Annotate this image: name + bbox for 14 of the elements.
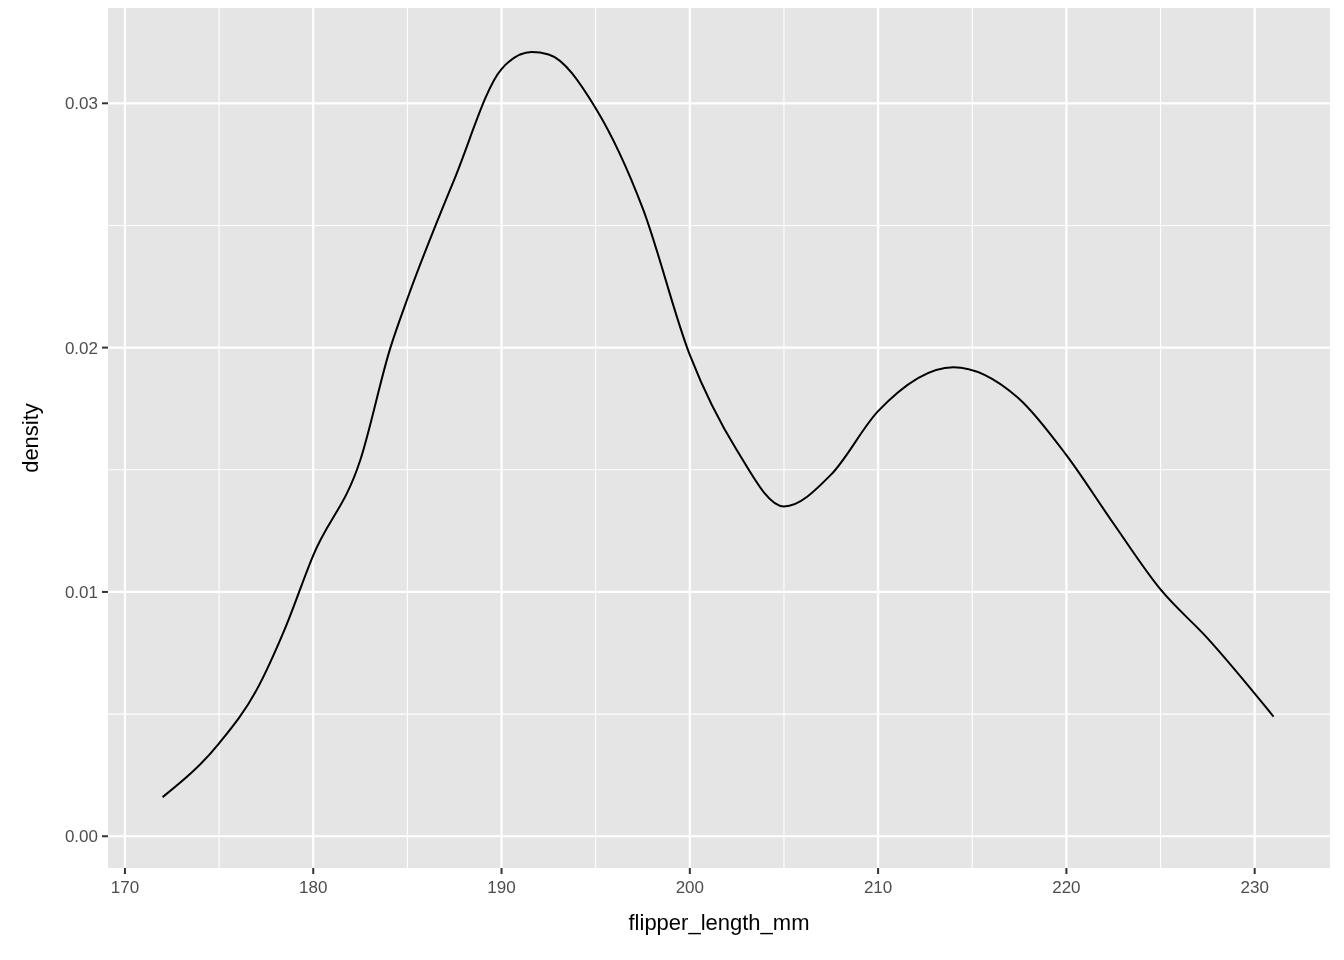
- x-tick-label: 210: [863, 878, 893, 897]
- y-axis-title: density: [18, 403, 43, 473]
- y-tick-label: 0.01: [64, 582, 98, 602]
- x-tick-label: 190: [487, 878, 516, 897]
- line-series: [161, 50, 1275, 799]
- x-axis-title: flipper_length_mm: [628, 910, 810, 935]
- x-tick-label: 170: [110, 878, 140, 897]
- x-tick-label: 230: [1240, 878, 1269, 897]
- y-tick-label: 0.03: [64, 94, 98, 114]
- y-tick-label: 0.02: [64, 338, 98, 358]
- x-tick-label: 180: [299, 878, 328, 897]
- x-tick-label: 220: [1052, 878, 1081, 897]
- x-tick-label: 200: [675, 878, 704, 897]
- y-tick-label: 0.00: [64, 827, 98, 847]
